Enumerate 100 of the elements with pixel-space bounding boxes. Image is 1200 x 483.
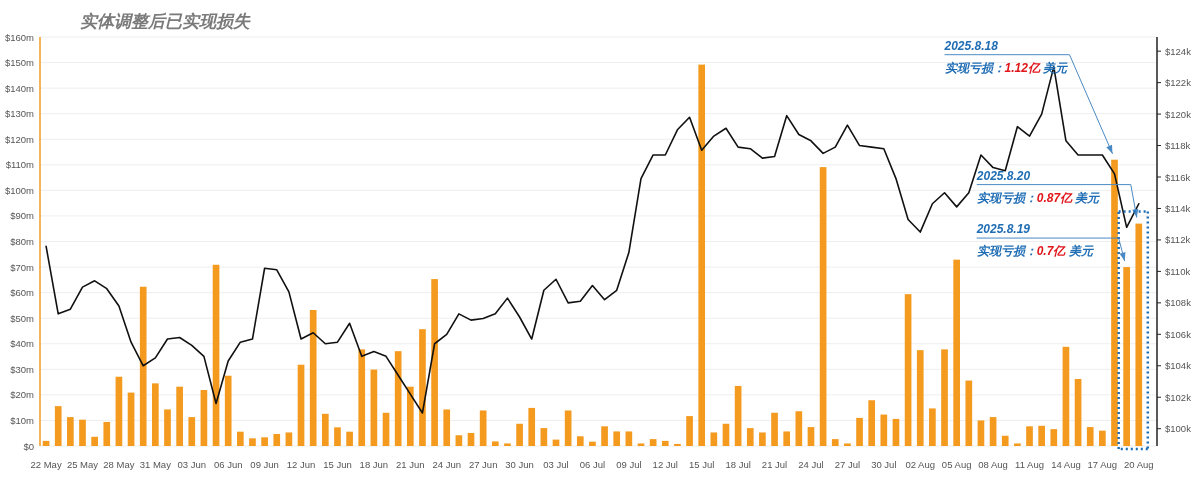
bar xyxy=(698,64,706,446)
y2-tick-label: $116k xyxy=(1165,171,1191,183)
x-tick-label: 21 Jun xyxy=(396,459,425,470)
x-tick-label: 25 May xyxy=(66,459,99,470)
y2-tick-label: $102k xyxy=(1165,391,1192,403)
x-tick-label: 09 Jul xyxy=(616,459,642,470)
bar xyxy=(346,431,353,446)
annotation: 2025.8.18 实现亏损：1.12亿 美元 xyxy=(943,38,1070,75)
bar xyxy=(771,412,778,446)
bar xyxy=(406,386,414,446)
x-tick-label: 02 Aug xyxy=(905,459,936,470)
y2-tick-label: $122k xyxy=(1165,77,1192,89)
bar xyxy=(297,364,305,446)
y-tick-label: $100m xyxy=(4,184,35,196)
y2-tick-label: $124k xyxy=(1165,45,1192,57)
y-tick-label: $60m xyxy=(10,287,35,299)
y-tick-label: $90m xyxy=(10,210,35,222)
y2-tick-label: $106k xyxy=(1165,328,1192,340)
bar xyxy=(977,420,985,446)
x-tick-label: 12 Jun xyxy=(286,459,316,470)
bar xyxy=(479,410,487,446)
bar xyxy=(443,409,451,446)
bar xyxy=(285,432,293,446)
bar xyxy=(467,432,475,446)
y2-tick-label: $112k xyxy=(1165,234,1191,246)
annotation: 2025.8.20 实现亏损：0.87亿 美元 xyxy=(975,168,1102,205)
x-tick-label: 15 Jul xyxy=(689,459,715,470)
bar xyxy=(152,383,159,446)
bar xyxy=(528,407,536,446)
bar xyxy=(856,417,863,446)
bar xyxy=(625,431,633,446)
bar xyxy=(965,380,973,446)
y-tick-label: $160m xyxy=(4,31,35,43)
bar xyxy=(394,351,402,446)
x-tick-label: 12 Jul xyxy=(652,459,678,470)
bar xyxy=(455,435,463,446)
bar xyxy=(1050,429,1058,446)
bar xyxy=(200,390,208,446)
x-tick-label: 30 Jun xyxy=(505,459,534,470)
bar xyxy=(540,428,548,446)
bar xyxy=(637,443,645,446)
bar xyxy=(989,417,997,446)
x-tick-label: 11 Aug xyxy=(1015,459,1044,470)
bar xyxy=(91,436,98,446)
bar xyxy=(249,438,256,446)
bar xyxy=(1038,425,1045,446)
bar xyxy=(916,350,924,446)
y-tick-label: $70m xyxy=(10,261,35,273)
x-tick-label: 15 Jun xyxy=(323,459,352,470)
bar xyxy=(1099,430,1106,446)
bar xyxy=(224,375,232,446)
x-tick-label: 30 Jul xyxy=(871,459,897,470)
bar xyxy=(759,432,766,446)
y-tick-label: $80m xyxy=(10,236,35,247)
bar xyxy=(54,406,62,446)
y-tick-label: $20m xyxy=(10,389,35,401)
bar xyxy=(491,441,499,446)
bar xyxy=(868,400,876,446)
bar xyxy=(892,418,900,446)
bar xyxy=(79,419,86,446)
bar xyxy=(674,443,681,446)
x-tick-label: 20 Aug xyxy=(1123,459,1154,470)
y-tick-label: $150m xyxy=(4,57,35,69)
bar xyxy=(880,414,888,446)
y2-tick-label: $118k xyxy=(1165,140,1191,152)
bar xyxy=(831,439,839,446)
y-tick-label: $10m xyxy=(10,414,35,426)
y-tick-label: $120m xyxy=(4,133,35,145)
x-tick-label: 21 Jul xyxy=(761,459,788,470)
y2-tick-label: $114k xyxy=(1165,202,1191,214)
bar xyxy=(103,421,111,446)
y-tick-label: $40m xyxy=(10,338,35,350)
y2-tick-label: $104k xyxy=(1165,360,1192,372)
y-tick-label: $0 xyxy=(23,440,34,452)
y-tick-label: $50m xyxy=(10,312,35,324)
x-tick-label: 17 Aug xyxy=(1087,459,1118,470)
bar xyxy=(613,431,621,446)
bar xyxy=(904,294,912,446)
bar xyxy=(358,349,366,446)
x-tick-label: 18 Jun xyxy=(359,459,389,470)
bar xyxy=(1086,427,1094,446)
bar xyxy=(941,349,948,446)
bar xyxy=(929,408,936,446)
bar xyxy=(734,385,742,446)
bar xyxy=(1062,346,1070,446)
bar xyxy=(188,417,196,446)
bar xyxy=(309,310,317,446)
bar xyxy=(1074,379,1082,446)
x-tick-label: 18 Jul xyxy=(725,459,751,470)
bar xyxy=(844,443,851,446)
bar xyxy=(589,441,596,446)
bar xyxy=(819,167,827,446)
bar xyxy=(576,436,584,446)
x-tick-label: 27 Jul xyxy=(834,459,861,470)
y-tick-label: $110m xyxy=(5,159,35,171)
x-tick-label: 31 May xyxy=(139,459,172,470)
bar xyxy=(516,423,523,446)
bar xyxy=(1014,443,1021,446)
x-tick-label: 09 Jun xyxy=(250,459,279,470)
bar xyxy=(1026,426,1033,446)
